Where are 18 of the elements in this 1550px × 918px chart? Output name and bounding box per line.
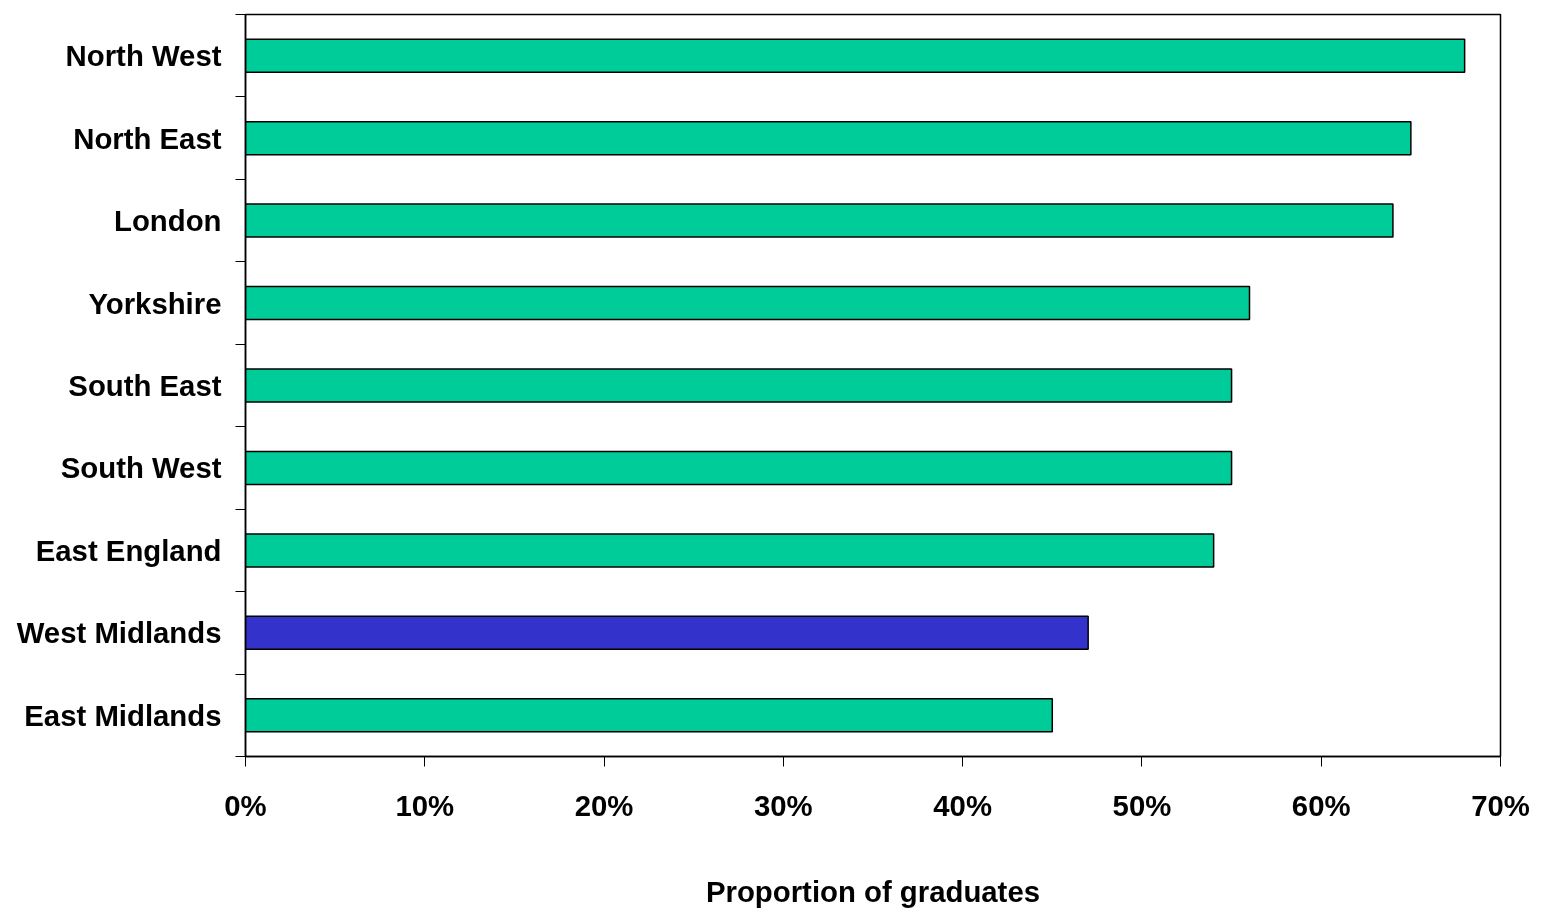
x-tick-label: 0% — [224, 788, 267, 822]
y-tick-label: South West — [60, 451, 222, 485]
x-tick-label: 40% — [933, 788, 992, 822]
y-tick-label: North West — [65, 39, 222, 73]
y-tick-label: London — [114, 204, 222, 238]
y-tick-label: East Midlands — [24, 698, 222, 732]
y-tick-label: West Midlands — [16, 616, 222, 650]
x-axis-title: Proportion of graduates — [705, 874, 1041, 908]
x-tick-label: 60% — [1291, 788, 1351, 822]
y-tick-label: North East — [73, 121, 222, 155]
x-tick-label: 50% — [1112, 788, 1172, 822]
y-tick-label: East England — [35, 533, 222, 567]
x-tick-label: 20% — [574, 788, 634, 822]
x-tick-label: 70% — [1471, 788, 1530, 822]
x-tick-label: 10% — [395, 788, 455, 822]
x-tick-label: 30% — [754, 788, 813, 822]
y-tick-label: Yorkshire — [88, 286, 222, 320]
y-tick-label: South East — [68, 369, 222, 402]
